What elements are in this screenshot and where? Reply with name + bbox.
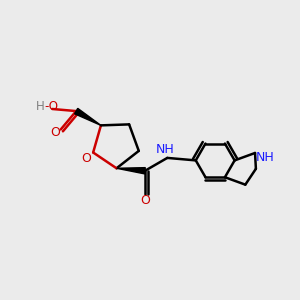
Text: -O: -O bbox=[45, 100, 59, 112]
Text: O: O bbox=[140, 194, 150, 207]
Text: NH: NH bbox=[156, 143, 174, 156]
Polygon shape bbox=[75, 108, 101, 125]
Text: O: O bbox=[81, 152, 91, 165]
Polygon shape bbox=[116, 168, 145, 174]
Text: H: H bbox=[36, 100, 45, 112]
Text: NH: NH bbox=[256, 151, 275, 164]
Text: O: O bbox=[51, 126, 61, 139]
